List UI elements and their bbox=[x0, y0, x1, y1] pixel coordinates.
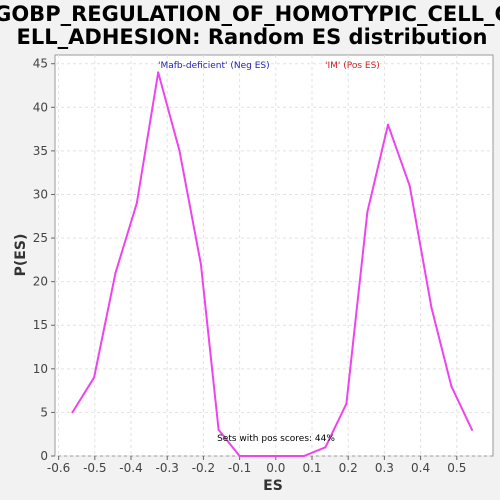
y-tick-label: 40 bbox=[33, 100, 48, 114]
data-point bbox=[157, 71, 160, 74]
y-tick-label: 10 bbox=[33, 362, 48, 376]
plot-area bbox=[54, 54, 494, 457]
y-tick-label: 45 bbox=[33, 57, 48, 71]
data-point bbox=[303, 455, 306, 457]
x-axis-ticks: -0.6 -0.5 -0.4 -0.3 -0.2 -0.1 0.0 0.1 0.2 0.3 0.4 0… bbox=[47, 456, 466, 475]
x-tick-label: 0.5 bbox=[447, 461, 466, 475]
chart-title-line-1: GOBP_REGULATION_OF_HOMOTYPIC_CELL_C bbox=[0, 2, 500, 26]
data-point bbox=[199, 263, 202, 266]
x-tick-label: 0.2 bbox=[339, 461, 358, 475]
x-tick-label: -0.6 bbox=[47, 461, 70, 475]
data-point bbox=[387, 123, 390, 126]
series-group bbox=[71, 71, 474, 457]
chart-title-line-2: ELL_ADHESION: Random ES distribution bbox=[17, 25, 488, 49]
legend-neg-es: 'Mafb-deficient' (Neg ES) bbox=[158, 61, 270, 71]
x-tick-label: 0.1 bbox=[302, 461, 321, 475]
y-tick-label: 5 bbox=[40, 405, 48, 419]
x-tick-label: 0.0 bbox=[266, 461, 285, 475]
y-tick-label: 0 bbox=[40, 449, 48, 463]
pos-scores-annotation: Sets with pos scores: 44% bbox=[217, 434, 335, 444]
x-tick-label: 0.4 bbox=[411, 461, 430, 475]
y-tick-label: 15 bbox=[33, 318, 48, 332]
y-axis-ticks: 0 5 10 15 20 25 30 35 40 45 bbox=[33, 57, 55, 463]
es-distribution-line bbox=[71, 71, 473, 457]
data-point bbox=[260, 455, 263, 457]
x-tick-label: -0.3 bbox=[156, 461, 179, 475]
y-tick-label: 25 bbox=[33, 231, 48, 245]
data-point bbox=[408, 184, 411, 187]
x-axis-label: ES bbox=[263, 478, 283, 494]
data-point bbox=[238, 455, 241, 457]
data-point bbox=[471, 428, 474, 431]
data-point bbox=[178, 149, 181, 152]
data-point bbox=[366, 210, 369, 213]
y-tick-label: 30 bbox=[33, 187, 48, 201]
x-tick-label: 0.3 bbox=[375, 461, 394, 475]
x-tick-label: -0.1 bbox=[228, 461, 251, 475]
data-point bbox=[114, 271, 117, 274]
data-point bbox=[345, 402, 348, 405]
data-point bbox=[217, 428, 220, 431]
x-tick-label: -0.4 bbox=[119, 461, 142, 475]
data-point bbox=[135, 202, 138, 205]
data-point bbox=[450, 385, 453, 388]
data-point bbox=[430, 306, 433, 309]
legend-pos-es: 'IM' (Pos ES) bbox=[325, 61, 380, 71]
x-tick-label: -0.2 bbox=[192, 461, 215, 475]
y-tick-label: 35 bbox=[33, 144, 48, 158]
data-point bbox=[282, 455, 285, 457]
data-point bbox=[324, 446, 327, 449]
grid bbox=[55, 55, 493, 457]
data-point bbox=[71, 411, 74, 414]
data-point bbox=[93, 376, 96, 379]
y-axis-label: P(ES) bbox=[13, 234, 29, 277]
y-tick-label: 20 bbox=[33, 275, 48, 289]
x-tick-label: -0.5 bbox=[83, 461, 106, 475]
